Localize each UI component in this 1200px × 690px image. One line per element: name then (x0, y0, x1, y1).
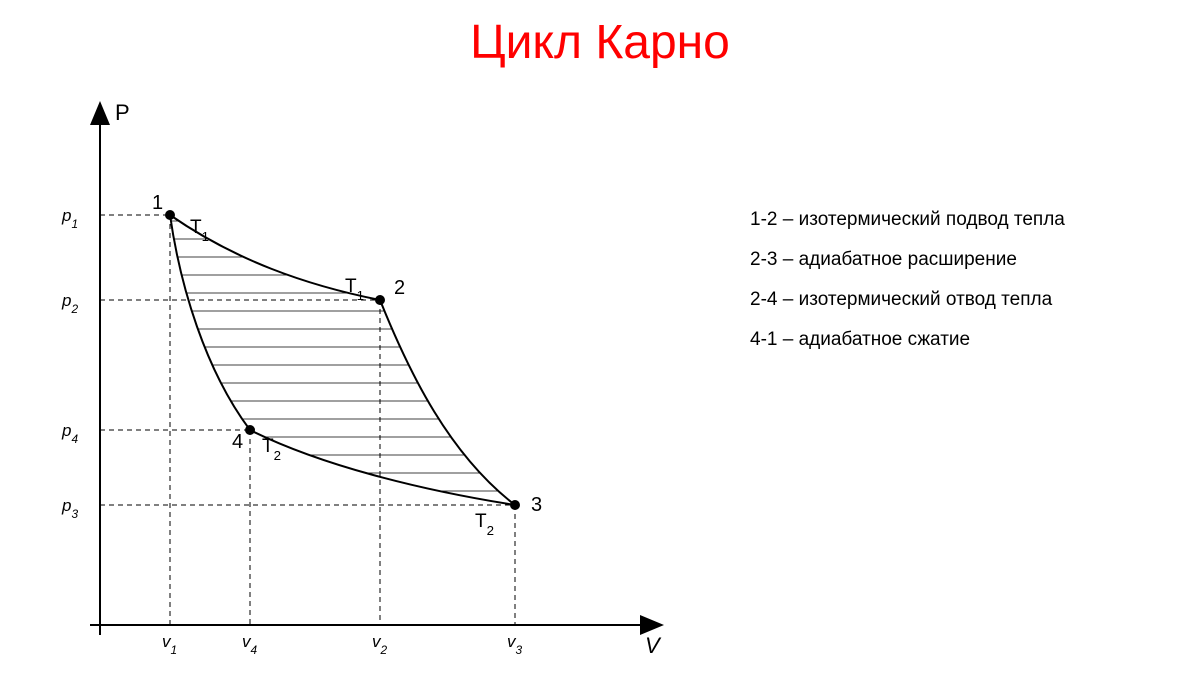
legend-line-23: 2-3 – адиабатное расширение (750, 240, 1065, 280)
hatch-fill (100, 221, 600, 491)
svg-text:T2: T2 (262, 436, 281, 463)
labels: P Vp1 p2 p4 p3 v1 v4 v2 v3 1 T1 2 T1 3 T2 4 T2 (61, 100, 662, 658)
legend-line-41: 4-1 – адиабатное сжатие (750, 320, 1065, 360)
guide-lines (100, 215, 515, 625)
svg-text:T1: T1 (190, 217, 209, 244)
svg-text:p1: p1 (61, 206, 78, 231)
svg-text:p3: p3 (61, 496, 78, 521)
svg-text:1: 1 (152, 192, 163, 214)
legend-line-12: 1-2 – изотермический подвод тепла (750, 200, 1065, 240)
svg-text:T2: T2 (475, 511, 494, 538)
svg-text:P: P (115, 100, 130, 125)
svg-text:v4: v4 (242, 632, 258, 657)
svg-text:V: V (645, 633, 662, 658)
svg-text:p2: p2 (61, 291, 78, 316)
svg-text:3: 3 (531, 494, 542, 516)
state-points (165, 210, 520, 510)
carnot-pv-diagram: P Vp1 p2 p4 p3 v1 v4 v2 v3 1 T1 2 T1 3 T2 4 T2 (40, 85, 720, 665)
legend-line-24: 2-4 – изотермический отвод тепла (750, 280, 1065, 320)
svg-text:p4: p4 (61, 421, 78, 446)
cycle-boundary (170, 215, 515, 505)
svg-text:T1: T1 (345, 276, 364, 303)
process-legend: 1-2 – изотермический подвод тепла 2-3 – … (750, 200, 1065, 360)
page-title: Цикл Карно (0, 15, 1200, 70)
svg-text:v2: v2 (372, 632, 388, 657)
svg-text:4: 4 (232, 431, 243, 453)
axes (90, 105, 660, 635)
svg-text:v3: v3 (507, 632, 523, 657)
svg-text:v1: v1 (162, 632, 177, 657)
svg-text:2: 2 (394, 277, 405, 299)
